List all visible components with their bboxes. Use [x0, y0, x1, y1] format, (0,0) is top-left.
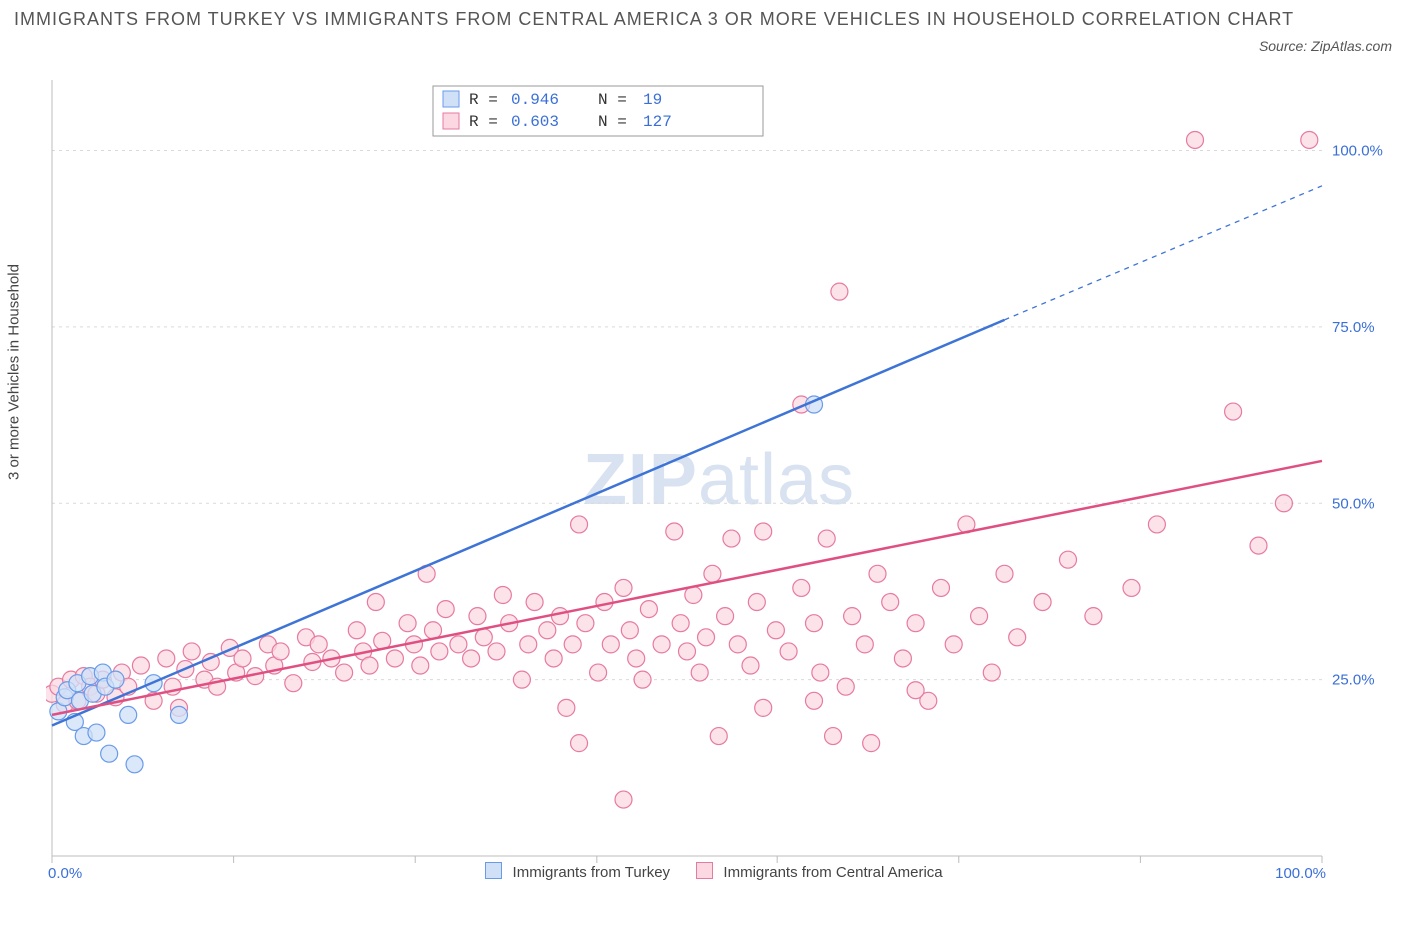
source-name: ZipAtlas.com: [1311, 38, 1392, 54]
chart-title: IMMIGRANTS FROM TURKEY VS IMMIGRANTS FRO…: [14, 6, 1392, 32]
svg-text:50.0%: 50.0%: [1332, 495, 1375, 512]
source-attribution: Source: ZipAtlas.com: [1259, 38, 1392, 54]
svg-text:0.603: 0.603: [511, 113, 559, 131]
legend-swatch-turkey: [485, 862, 502, 879]
x-axis-legend: Immigrants from Turkey Immigrants from C…: [0, 862, 1406, 881]
plot-area: 3 or more Vehicles in Household ZIPatlas…: [46, 80, 1392, 880]
svg-text:R =: R =: [469, 113, 498, 131]
svg-text:R =: R =: [469, 91, 498, 109]
svg-text:127: 127: [643, 113, 672, 131]
legend-label-central-america: Immigrants from Central America: [723, 864, 942, 881]
legend-swatch-central-america: [696, 862, 713, 879]
svg-text:75.0%: 75.0%: [1332, 319, 1375, 336]
svg-text:0.946: 0.946: [511, 91, 559, 109]
svg-text:100.0%: 100.0%: [1332, 143, 1383, 160]
scatter-chart: 25.0%50.0%75.0%100.0%0.0%100.0%R =0.946N…: [46, 80, 1392, 880]
legend-label-turkey: Immigrants from Turkey: [513, 864, 671, 881]
y-axis-label: 3 or more Vehicles in Household: [6, 264, 23, 480]
svg-text:19: 19: [643, 91, 662, 109]
source-prefix: Source:: [1259, 38, 1311, 54]
svg-text:N =: N =: [598, 91, 627, 109]
svg-text:25.0%: 25.0%: [1332, 672, 1375, 689]
svg-text:N =: N =: [598, 113, 627, 131]
